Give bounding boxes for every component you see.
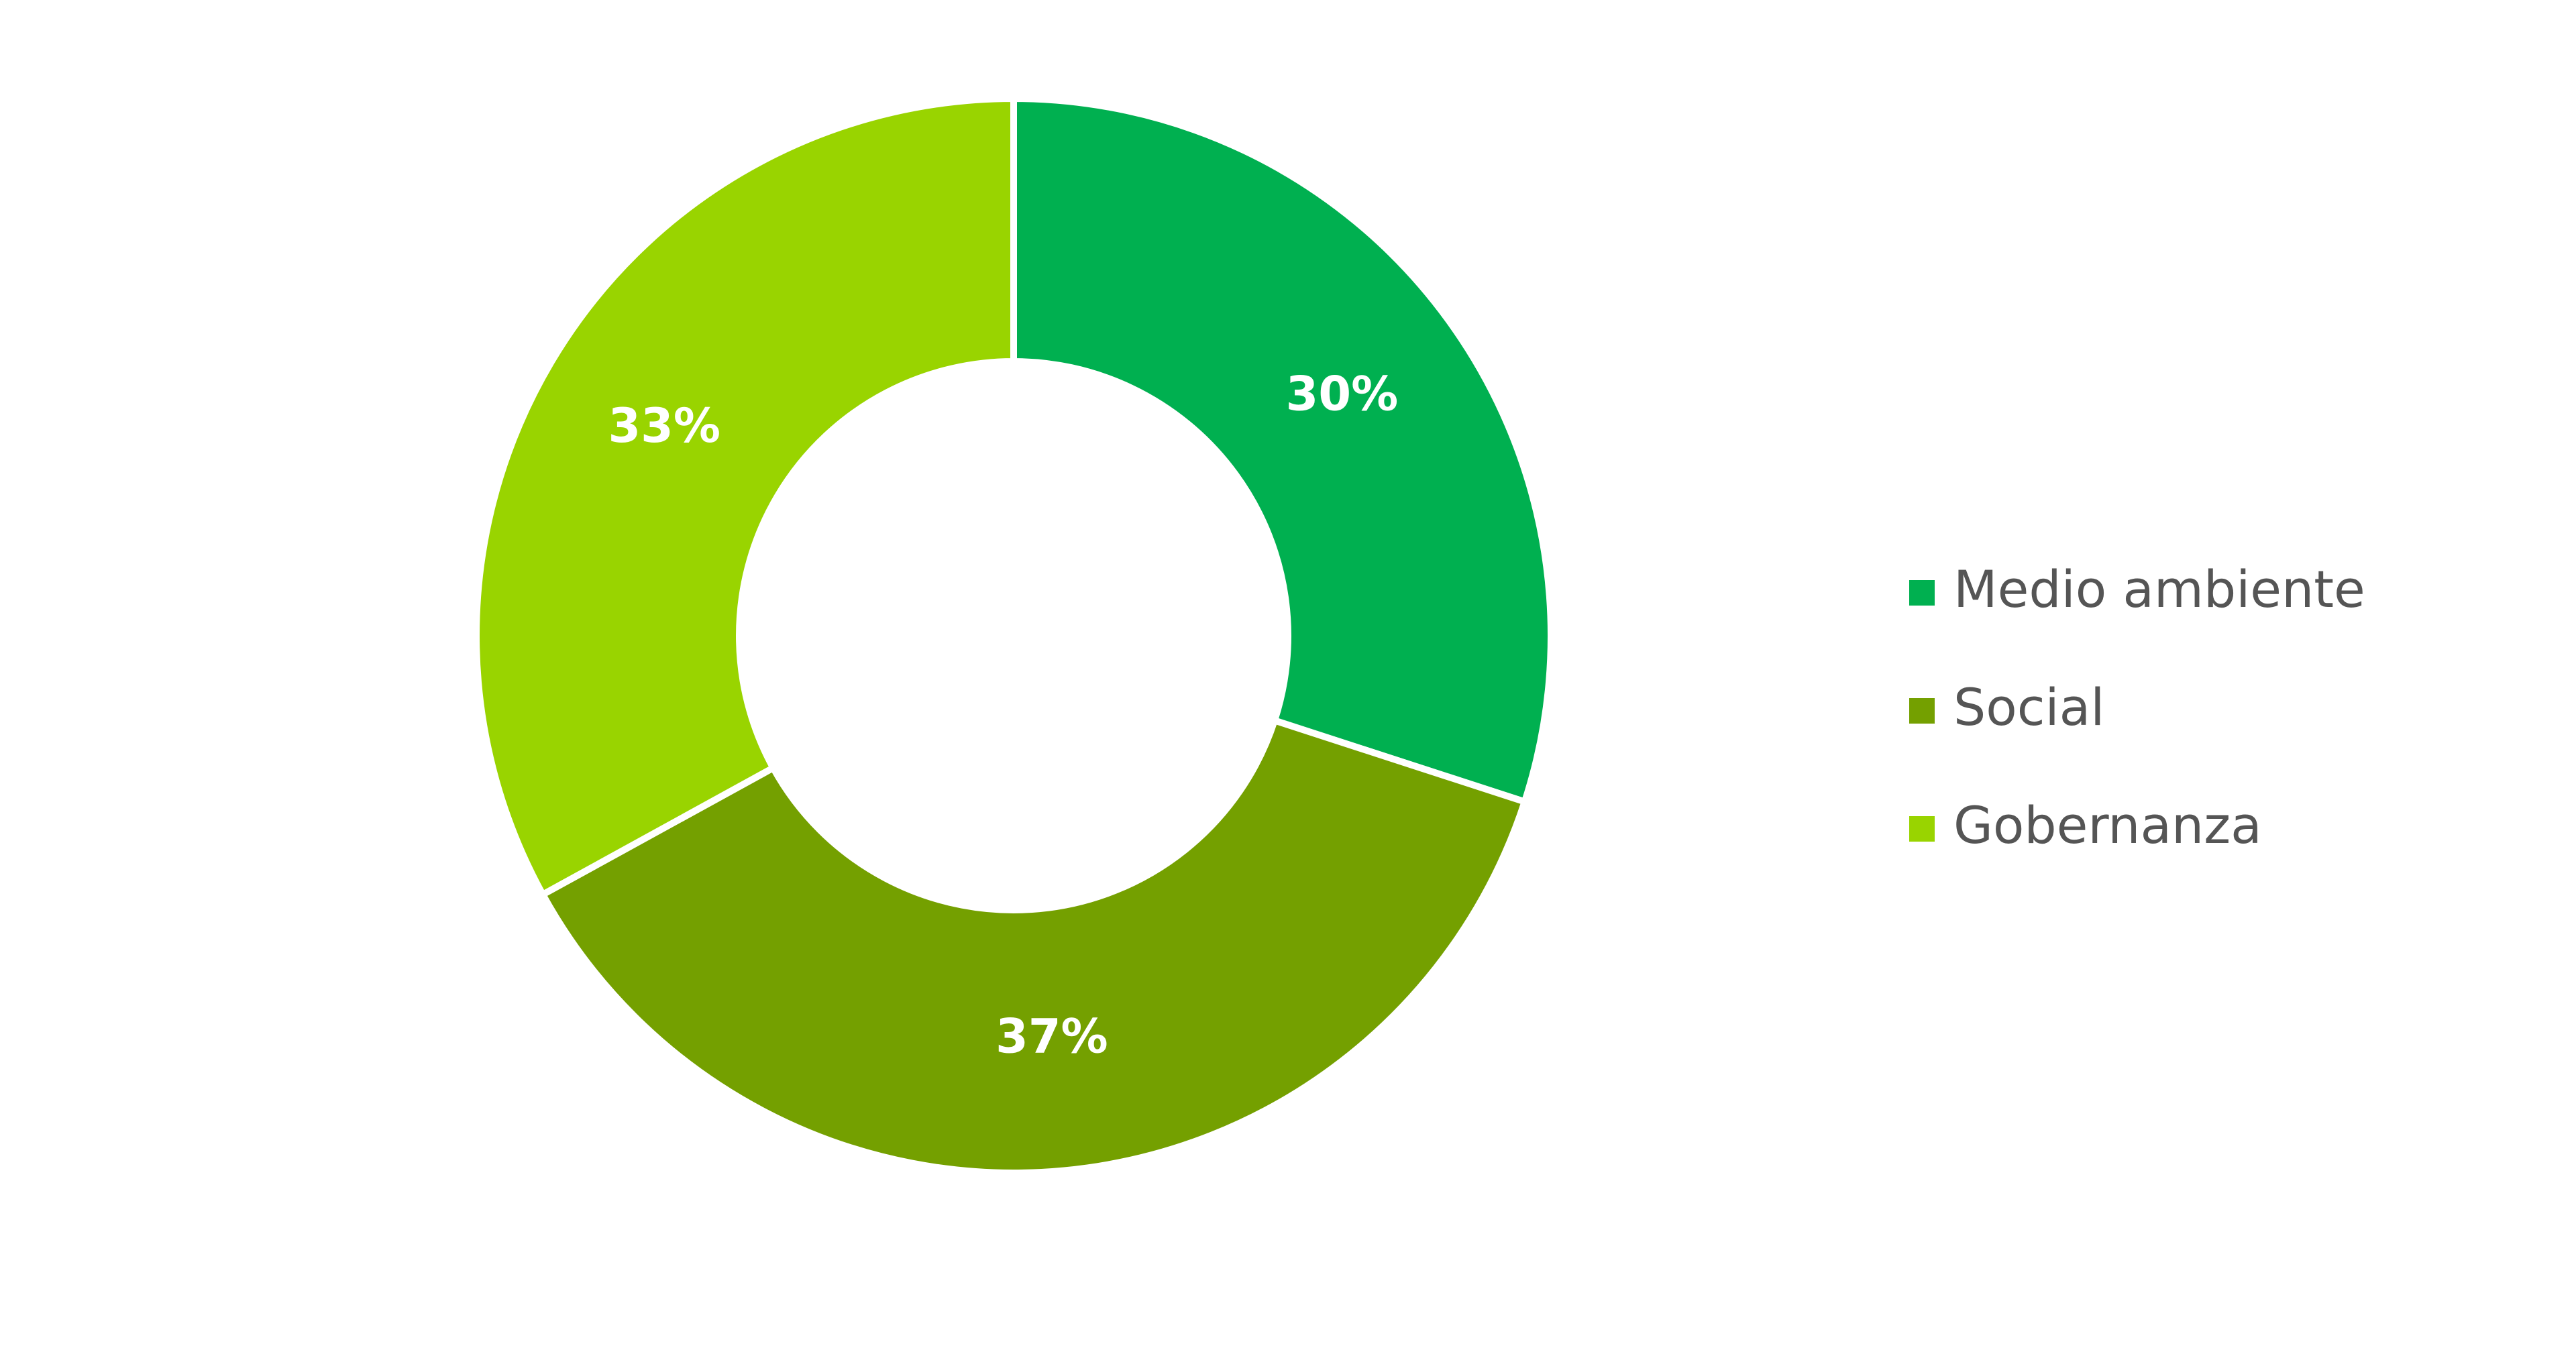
legend-label: Gobernanza xyxy=(1953,795,2262,855)
donut-slice xyxy=(473,95,1017,899)
data-label: 37% xyxy=(996,1009,1108,1064)
legend-label: Medio ambiente xyxy=(1953,559,2365,619)
data-label: 30% xyxy=(1286,366,1399,421)
donut-slice xyxy=(1010,95,1554,806)
data-label: 33% xyxy=(608,398,720,453)
legend-swatch xyxy=(1909,580,1935,606)
legend-label: Social xyxy=(1953,677,2104,737)
legend-swatch xyxy=(1909,816,1935,842)
donut-slice xyxy=(538,716,1529,1176)
legend-swatch xyxy=(1909,698,1935,724)
